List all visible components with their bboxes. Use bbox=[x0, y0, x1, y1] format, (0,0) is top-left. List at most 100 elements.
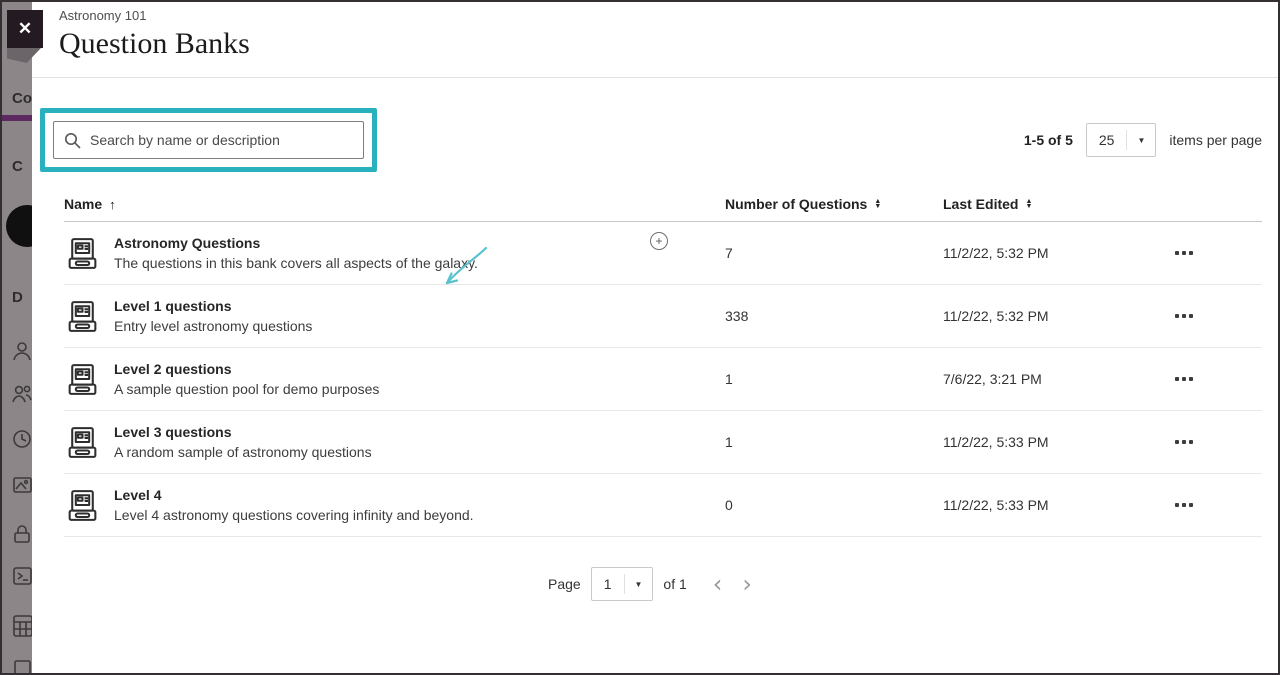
column-label: Name bbox=[64, 196, 103, 212]
question-bank-icon bbox=[64, 424, 101, 461]
overflow-menu-button[interactable] bbox=[1175, 308, 1235, 324]
avatar bbox=[6, 205, 32, 247]
question-bank-icon bbox=[64, 487, 101, 524]
image-icon bbox=[11, 474, 32, 501]
select-divider bbox=[623, 574, 625, 594]
question-bank-icon bbox=[64, 298, 101, 335]
background-purple-divider bbox=[2, 115, 32, 121]
page-title: Question Banks bbox=[59, 27, 250, 60]
items-per-page-label: items per page bbox=[1169, 132, 1262, 148]
chevron-down-icon: ▼ bbox=[634, 579, 643, 589]
last-edited: 7/6/22, 3:21 PM bbox=[943, 371, 1042, 387]
people-icon bbox=[11, 383, 32, 410]
panel-header: Astronomy 101 Question Banks bbox=[32, 2, 1278, 78]
table-row: Astronomy Questions The questions in thi… bbox=[64, 222, 1262, 285]
page-of-label: of 1 bbox=[663, 576, 687, 592]
search-annotation-highlight bbox=[40, 108, 377, 172]
sort-icon: ▲ ▼ bbox=[874, 198, 882, 210]
bank-description: The questions in this bank covers all as… bbox=[114, 255, 478, 271]
name-cell: Level 4 Level 4 astronomy questions cove… bbox=[64, 487, 725, 524]
pagination: Page 1 ▼ of 1 ‹ › bbox=[32, 567, 1278, 601]
last-edited: 11/2/22, 5:33 PM bbox=[943, 434, 1049, 450]
question-bank-icon bbox=[64, 235, 101, 272]
questions-count: 1 bbox=[725, 434, 733, 450]
last-edited: 11/2/22, 5:33 PM bbox=[943, 497, 1049, 513]
questions-count: 338 bbox=[725, 308, 749, 324]
name-cell: Astronomy Questions The questions in thi… bbox=[64, 235, 725, 272]
search-icon bbox=[64, 132, 81, 148]
questions-count: 0 bbox=[725, 497, 733, 513]
name-text: Level 3 questions A random sample of ast… bbox=[114, 424, 372, 460]
search-box bbox=[53, 121, 364, 159]
chevron-down-icon: ▼ bbox=[1137, 135, 1146, 145]
name-cell: Level 1 questions Entry level astronomy … bbox=[64, 298, 725, 335]
toolbar: 1-5 of 5 25 ▼ items per page bbox=[40, 108, 1262, 172]
bank-name-link[interactable]: Level 3 questions bbox=[114, 424, 232, 440]
overflow-menu-button[interactable] bbox=[1175, 245, 1235, 261]
bank-name-link[interactable]: Astronomy Questions bbox=[114, 235, 261, 251]
last-edited: 11/2/22, 5:32 PM bbox=[943, 308, 1049, 324]
next-page-button[interactable]: › bbox=[742, 570, 752, 598]
name-text: Level 4 Level 4 astronomy questions cove… bbox=[114, 487, 474, 523]
bank-name-link[interactable]: Level 1 questions bbox=[114, 298, 232, 314]
bank-description: A random sample of astronomy questions bbox=[114, 444, 372, 460]
sort-icon: ▲ ▼ bbox=[1025, 198, 1033, 210]
question-banks-panel: Astronomy 101 Question Banks 1-5 of 5 25… bbox=[32, 2, 1278, 673]
page-label: Page bbox=[548, 576, 581, 592]
name-cell: Level 2 questions A sample question pool… bbox=[64, 361, 725, 398]
background-text-c: C bbox=[12, 158, 23, 175]
page-size-value: 25 bbox=[1098, 132, 1115, 148]
table-row: Level 4 Level 4 astronomy questions cove… bbox=[64, 474, 1262, 537]
close-button[interactable]: ✕ bbox=[7, 10, 43, 48]
terminal-icon bbox=[11, 565, 32, 592]
column-header-last-edited[interactable]: Last Edited ▲ ▼ bbox=[943, 196, 1175, 212]
name-text: Level 2 questions A sample question pool… bbox=[114, 361, 379, 397]
background-text-d: D bbox=[12, 289, 23, 306]
sort-ascending-icon: ↑ bbox=[109, 196, 116, 212]
lock-icon bbox=[11, 523, 32, 550]
column-header-name[interactable]: Name ↑ bbox=[64, 196, 725, 212]
column-header-questions[interactable]: Number of Questions ▲ ▼ bbox=[725, 196, 943, 212]
grid-icon bbox=[11, 613, 32, 644]
close-icon: ✕ bbox=[17, 19, 33, 38]
last-edited: 11/2/22, 5:32 PM bbox=[943, 245, 1049, 261]
table-header-row: Name ↑ Number of Questions ▲ ▼ Last Edite… bbox=[64, 196, 1262, 222]
overflow-menu-button[interactable] bbox=[1175, 434, 1235, 450]
bank-name-link[interactable]: Level 4 bbox=[114, 487, 162, 503]
background-text-co: Co bbox=[12, 90, 32, 107]
page-size-select[interactable]: 25 ▼ bbox=[1085, 123, 1157, 157]
questions-count: 7 bbox=[725, 245, 733, 261]
book-icon bbox=[11, 658, 32, 673]
table-row: Level 2 questions A sample question pool… bbox=[64, 348, 1262, 411]
questions-count: 1 bbox=[725, 371, 733, 387]
person-icon bbox=[11, 340, 32, 367]
name-text: Astronomy Questions The questions in thi… bbox=[114, 235, 478, 271]
name-text: Level 1 questions Entry level astronomy … bbox=[114, 298, 312, 334]
bank-description: Level 4 astronomy questions covering inf… bbox=[114, 507, 474, 523]
previous-page-button[interactable]: ‹ bbox=[712, 570, 723, 598]
items-range: 1-5 of 5 bbox=[1023, 132, 1073, 148]
bank-description: Entry level astronomy questions bbox=[114, 318, 313, 334]
bank-description: A sample question pool for demo purposes bbox=[114, 381, 380, 397]
dimmed-background-sidebar: Co C D bbox=[2, 2, 32, 673]
course-name: Astronomy 101 bbox=[59, 8, 147, 23]
annotation-arrow bbox=[445, 246, 488, 285]
question-banks-table: Name ↑ Number of Questions ▲ ▼ Last Edite… bbox=[40, 196, 1262, 537]
clock-icon bbox=[11, 428, 32, 455]
overflow-menu-button[interactable] bbox=[1175, 371, 1235, 387]
page-number-select[interactable]: 1 ▼ bbox=[590, 567, 654, 601]
search-input[interactable] bbox=[90, 132, 353, 148]
crosshair-plus-handle[interactable]: + bbox=[650, 232, 668, 250]
toolbar-right: 1-5 of 5 25 ▼ items per page bbox=[1024, 123, 1262, 157]
plus-icon: + bbox=[655, 234, 663, 248]
page-number-value: 1 bbox=[603, 576, 612, 592]
bank-name-link[interactable]: Level 2 questions bbox=[114, 361, 232, 377]
table-row: Level 3 questions A random sample of ast… bbox=[64, 411, 1262, 474]
question-bank-icon bbox=[64, 361, 101, 398]
column-label: Last Edited bbox=[943, 196, 1019, 212]
column-label: Number of Questions bbox=[725, 196, 868, 212]
select-divider bbox=[1126, 130, 1128, 150]
table-row: Level 1 questions Entry level astronomy … bbox=[64, 285, 1262, 348]
overflow-menu-button[interactable] bbox=[1175, 497, 1235, 513]
